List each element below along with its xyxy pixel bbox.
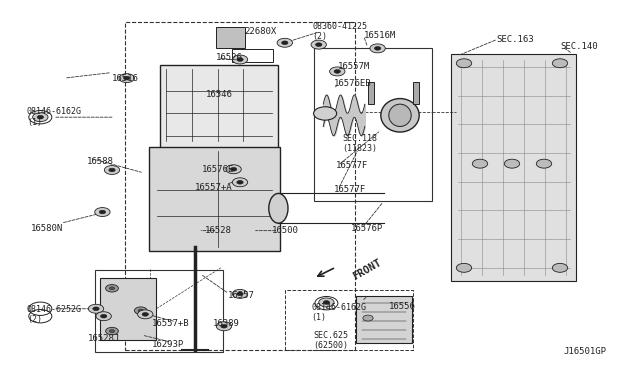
Circle shape (93, 307, 99, 311)
Circle shape (282, 41, 288, 45)
Text: 16516: 16516 (112, 74, 139, 83)
Circle shape (95, 208, 110, 217)
Circle shape (106, 285, 118, 292)
Circle shape (106, 327, 118, 335)
Circle shape (232, 55, 248, 64)
Text: 08146-6162G
(1): 08146-6162G (1) (27, 108, 82, 127)
Text: 22680X: 22680X (244, 27, 276, 36)
Circle shape (230, 167, 237, 171)
Text: FRONT: FRONT (351, 257, 383, 282)
Circle shape (504, 159, 520, 168)
Ellipse shape (269, 193, 288, 223)
Circle shape (277, 38, 292, 47)
Circle shape (316, 43, 322, 46)
Text: 08146-6252G
(2): 08146-6252G (2) (27, 305, 82, 324)
FancyBboxPatch shape (160, 65, 278, 151)
Circle shape (314, 107, 337, 120)
Circle shape (99, 210, 106, 214)
Text: SEC.163: SEC.163 (496, 35, 534, 44)
Text: 16557M: 16557M (338, 62, 370, 71)
FancyBboxPatch shape (216, 27, 245, 48)
Circle shape (221, 324, 227, 328)
FancyBboxPatch shape (356, 296, 412, 343)
Circle shape (232, 289, 248, 298)
Circle shape (124, 76, 130, 80)
Text: SEC.140: SEC.140 (560, 42, 598, 51)
Circle shape (319, 298, 334, 307)
Circle shape (96, 312, 111, 321)
Circle shape (138, 310, 153, 319)
Circle shape (363, 315, 373, 321)
Text: 16580N: 16580N (31, 224, 63, 233)
Circle shape (472, 159, 488, 168)
Circle shape (323, 301, 330, 304)
Circle shape (109, 287, 115, 290)
Circle shape (88, 304, 104, 313)
Text: 16577F: 16577F (334, 185, 366, 194)
Circle shape (237, 180, 243, 184)
Circle shape (330, 67, 345, 76)
Ellipse shape (381, 99, 419, 132)
Circle shape (134, 307, 147, 314)
FancyBboxPatch shape (149, 147, 280, 251)
Circle shape (138, 309, 143, 312)
Circle shape (536, 159, 552, 168)
Text: 16528J: 16528J (88, 334, 120, 343)
Circle shape (374, 46, 381, 50)
Circle shape (456, 263, 472, 272)
Text: 16556: 16556 (389, 302, 416, 311)
Text: 16546: 16546 (206, 90, 233, 99)
Text: 16516M: 16516M (364, 31, 396, 40)
Circle shape (100, 314, 107, 318)
Text: 16500: 16500 (272, 226, 299, 235)
Text: 16576P: 16576P (351, 224, 383, 233)
Circle shape (456, 59, 472, 68)
Circle shape (142, 312, 148, 316)
Text: 16576EB: 16576EB (334, 79, 372, 88)
Circle shape (370, 44, 385, 53)
Circle shape (119, 74, 134, 83)
Ellipse shape (389, 104, 412, 126)
Text: 08360-41225
(2): 08360-41225 (2) (312, 22, 367, 41)
Text: 16557: 16557 (228, 291, 255, 300)
Text: 16588: 16588 (86, 157, 113, 166)
Text: 16528: 16528 (205, 226, 232, 235)
Circle shape (237, 58, 243, 61)
Text: 16557+B: 16557+B (152, 319, 189, 328)
Circle shape (216, 322, 232, 331)
Circle shape (311, 40, 326, 49)
Circle shape (552, 263, 568, 272)
Text: 16577F: 16577F (336, 161, 368, 170)
Circle shape (226, 165, 241, 174)
Circle shape (109, 168, 115, 172)
Text: 16389: 16389 (213, 319, 240, 328)
Circle shape (33, 113, 48, 122)
Circle shape (237, 292, 243, 296)
Circle shape (232, 178, 248, 187)
Text: 16526: 16526 (216, 53, 243, 62)
Text: J16501GP: J16501GP (563, 347, 606, 356)
Text: 16293P: 16293P (152, 340, 184, 349)
Circle shape (109, 330, 115, 333)
FancyBboxPatch shape (100, 278, 156, 340)
Circle shape (37, 115, 44, 119)
Circle shape (104, 166, 120, 174)
Text: SEC.625
(62500): SEC.625 (62500) (314, 331, 349, 350)
Text: 16557+A: 16557+A (195, 183, 233, 192)
Text: 16576E: 16576E (202, 165, 234, 174)
Circle shape (334, 70, 340, 73)
FancyBboxPatch shape (413, 82, 419, 104)
FancyBboxPatch shape (368, 82, 374, 104)
Text: 08146-6162G
(1): 08146-6162G (1) (312, 303, 367, 322)
FancyBboxPatch shape (451, 54, 576, 281)
Circle shape (552, 59, 568, 68)
Text: SEC.118
(11823): SEC.118 (11823) (342, 134, 378, 153)
